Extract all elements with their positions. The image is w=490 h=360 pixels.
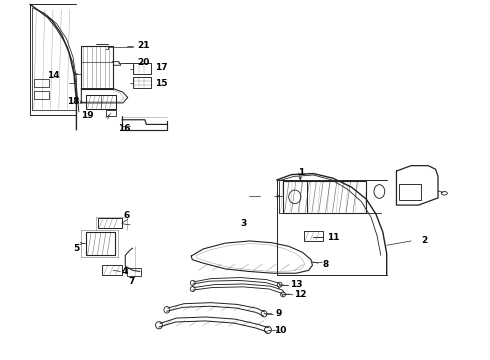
Text: 18: 18 [67,97,79,106]
Text: 4: 4 [122,267,128,276]
Bar [34,79,49,87]
Bar [86,95,116,109]
Text: 11: 11 [327,233,340,242]
Text: 6: 6 [124,211,130,220]
Bar [86,232,115,255]
Bar [133,77,151,88]
Text: 1: 1 [298,168,304,177]
Text: 2: 2 [421,237,427,246]
Text: 14: 14 [47,71,60,80]
Bar [102,265,122,275]
Bar [283,181,307,213]
Text: 10: 10 [274,326,287,335]
Text: 3: 3 [240,219,246,228]
Bar [81,45,113,89]
Bar [304,231,323,241]
Text: 15: 15 [155,79,167,88]
Text: 8: 8 [322,260,328,269]
Text: 19: 19 [81,111,94,120]
Text: 12: 12 [294,290,306,299]
Bar [283,181,366,213]
Text: 20: 20 [138,58,150,67]
Text: 17: 17 [155,63,167,72]
Text: 16: 16 [118,123,130,132]
Text: 21: 21 [138,41,150,50]
Bar [133,63,151,74]
Bar [98,218,122,228]
Bar [106,111,117,116]
Bar [127,268,142,276]
Text: 7: 7 [129,276,135,285]
Text: 5: 5 [73,244,79,253]
Text: 9: 9 [275,309,282,318]
Bar [399,184,421,200]
Text: 13: 13 [290,280,302,289]
Bar [34,91,49,99]
